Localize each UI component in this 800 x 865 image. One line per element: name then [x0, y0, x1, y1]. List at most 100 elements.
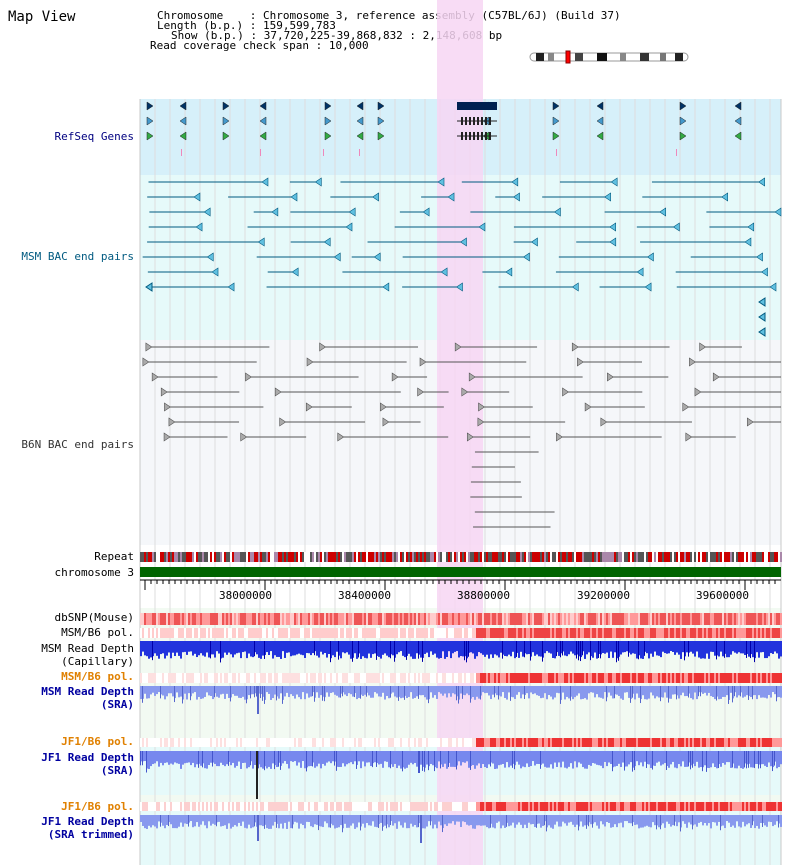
polymorphism-cell [700, 802, 702, 811]
read-depth-bar [638, 815, 640, 829]
repeat-block [536, 552, 538, 562]
polymorphism-cell [206, 802, 208, 811]
polymorphism-cell [252, 802, 254, 811]
polymorphism-cell [542, 613, 544, 625]
polymorphism-cell [198, 802, 200, 811]
read-depth-bar [208, 686, 210, 696]
read-depth-bar [592, 751, 594, 764]
polymorphism-cell [310, 613, 312, 625]
read-depth-bar [608, 815, 610, 823]
polymorphism-cell [714, 738, 716, 747]
polymorphism-cell [364, 802, 366, 811]
read-depth-bar [484, 815, 486, 826]
b6n-bac-end [419, 357, 427, 367]
read-depth-bar [582, 815, 584, 827]
polymorphism-cell [400, 802, 402, 811]
repeat-block [290, 552, 292, 562]
read-depth-bar [664, 751, 666, 764]
polymorphism-cell [724, 802, 726, 811]
polymorphism-cell [222, 738, 224, 747]
read-depth-bar [298, 815, 300, 829]
polymorphism-cell [334, 802, 336, 811]
polymorphism-cell [674, 802, 676, 811]
polymorphism-cell [578, 628, 580, 638]
polymorphism-cell [410, 613, 412, 625]
read-depth-bar [436, 815, 438, 829]
read-depth-bar [418, 641, 419, 659]
read-depth-bar [242, 751, 244, 764]
polymorphism-cell [294, 673, 296, 683]
repeat-block [690, 552, 692, 562]
read-depth-bar [146, 686, 148, 699]
polymorphism-cell [614, 673, 616, 683]
polymorphism-cell [654, 613, 656, 625]
polymorphism-cell [598, 628, 600, 638]
polymorphism-cell [268, 802, 270, 811]
b6n-bac-end [746, 417, 754, 427]
read-depth-bar [632, 751, 633, 772]
polymorphism-cell [170, 802, 172, 811]
read-depth-bar [140, 815, 142, 822]
ideogram-band [548, 53, 554, 61]
read-depth-bar [552, 815, 554, 829]
polymorphism-cell [768, 673, 770, 683]
read-depth-bar [764, 686, 766, 698]
polymorphism-cell [262, 673, 264, 683]
polymorphism-cell [416, 628, 418, 638]
polymorphism-cell [270, 613, 272, 625]
repeat-block [776, 552, 778, 562]
read-depth-bar [676, 641, 678, 653]
polymorphism-cell [622, 738, 624, 747]
read-depth-bar [282, 686, 283, 704]
repeat-block [142, 552, 144, 562]
polymorphism-cell [732, 738, 734, 747]
read-depth-bar [602, 686, 604, 699]
polymorphism-cell [182, 628, 184, 638]
read-depth-bar [386, 815, 387, 829]
read-depth-bar [492, 686, 494, 695]
polymorphism-cell [170, 673, 172, 683]
polymorphism-cell [202, 628, 204, 638]
polymorphism-cell [302, 628, 304, 638]
polymorphism-cell [276, 628, 278, 638]
repeat-block [392, 552, 394, 562]
polymorphism-cell [698, 628, 700, 638]
read-depth-bar [488, 641, 490, 659]
polymorphism-cell [378, 802, 380, 811]
polymorphism-cell [570, 673, 572, 683]
read-depth-bar [602, 641, 604, 654]
read-depth-bar [528, 815, 530, 823]
b6n-bac-label: B6N BAC end pairs [21, 438, 134, 451]
polymorphism-cell [542, 673, 544, 683]
b6n-bac-end [306, 357, 314, 367]
polymorphism-cell [338, 613, 340, 625]
polymorphism-cell [480, 613, 482, 625]
read-depth-bar [570, 641, 572, 652]
polymorphism-cell [678, 613, 680, 625]
polymorphism-cell [732, 673, 734, 683]
gene-feature [179, 101, 187, 111]
polymorphism-cell [544, 628, 546, 638]
polymorphism-cell [736, 802, 738, 811]
read-depth-bar [694, 686, 696, 693]
polymorphism-cell [626, 738, 628, 747]
polymorphism-cell [236, 673, 238, 683]
read-depth-bar [322, 641, 324, 655]
read-depth-bar [764, 815, 766, 826]
read-depth-bar [596, 751, 598, 765]
polymorphism-cell [758, 738, 760, 747]
read-depth-bar [456, 751, 457, 770]
repeat-block [188, 552, 190, 562]
polymorphism-cell [498, 673, 500, 683]
polymorphism-cell [152, 802, 154, 811]
read-depth-bar [320, 815, 322, 827]
msm-depth-cap-label-1: MSM Read Depth [41, 642, 134, 655]
polymorphism-cell [366, 802, 368, 811]
repeat-block [710, 552, 712, 562]
read-depth-bar [750, 686, 752, 698]
polymorphism-cell [258, 673, 260, 683]
polymorphism-cell [340, 613, 342, 625]
read-depth-bar [520, 815, 522, 825]
polymorphism-cell [334, 738, 336, 747]
